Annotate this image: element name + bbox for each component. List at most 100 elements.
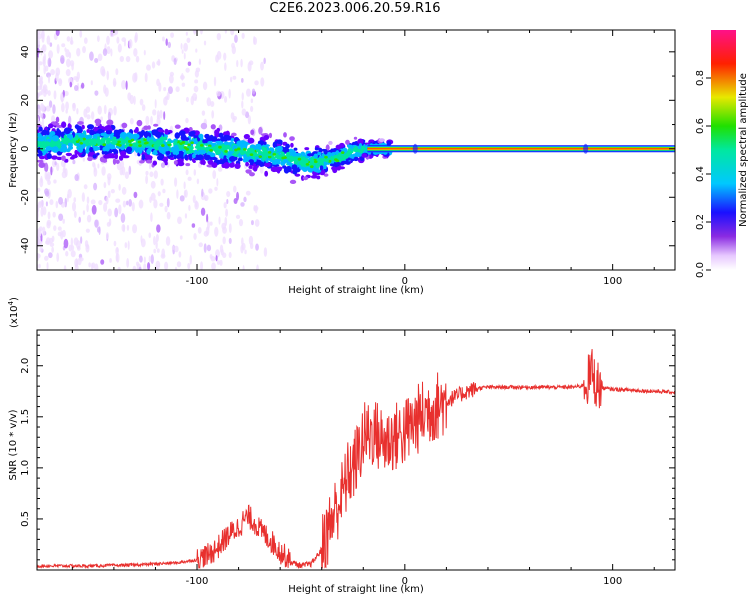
heatmap-noise-cell: [161, 248, 166, 258]
heatmap-cell: [210, 124, 216, 130]
heatmap-noise-cell: [236, 191, 240, 201]
snr-ytick-label: 0.5: [20, 511, 31, 527]
heatmap-cell: [138, 147, 143, 155]
heatmap-cell: [208, 159, 214, 165]
heatmap-peak-cell: [118, 143, 122, 147]
heatmap-noise-cell: [150, 115, 153, 126]
heatmap-peak-cell: [347, 148, 352, 152]
heatmap-cell: [86, 128, 91, 133]
heatmap-noise-cell: [247, 61, 252, 72]
heatmap-noise-cell: [97, 53, 103, 62]
heatmap-cell: [126, 146, 133, 153]
heatmap-noise-cell: [202, 81, 208, 91]
heatmap-noise-cell: [85, 228, 90, 233]
heatmap-noise-cell: [83, 184, 88, 190]
heatmap-peak-cell: [255, 153, 260, 157]
heatmap-noise-cell: [72, 159, 76, 165]
heatmap-cell: [86, 124, 95, 130]
heatmap-noise-cell: [203, 243, 207, 253]
heatmap-cell: [319, 155, 325, 159]
heatmap-noise-cell: [163, 111, 166, 121]
heatmap-ytick-label: -40: [20, 238, 31, 254]
heatmap-noise-cell: [241, 100, 244, 109]
heatmap-cell: [160, 154, 165, 159]
heatmap-cell: [319, 165, 324, 171]
heatmap-cell: [105, 144, 111, 150]
heatmap-cell: [47, 123, 54, 129]
heatmap-noise-cell: [139, 255, 143, 263]
heatmap-noise-cell: [103, 104, 107, 115]
heatmap-noise-cell: [180, 42, 183, 50]
heatmap-noise-cell: [133, 191, 138, 199]
heatmap-cell: [38, 135, 45, 142]
heatmap-noise-cell: [125, 80, 128, 90]
heatmap-noise-cell: [203, 230, 209, 237]
heatmap-cell: [255, 143, 262, 147]
heatmap-noise-cell: [149, 196, 152, 203]
heatmap-cell: [265, 158, 269, 163]
heatmap-noise-cell: [253, 205, 259, 211]
heatmap-noise-cell: [192, 195, 196, 204]
snr-multiplier-base: (x10: [9, 305, 20, 328]
heatmap-peak-cell: [226, 144, 231, 148]
heatmap-noise-cell: [44, 171, 48, 180]
heatmap-noise-cell: [75, 258, 78, 268]
heatmap-noise-cell: [62, 218, 65, 224]
heatmap-noise-cell: [98, 199, 103, 206]
heatmap-noise-cell: [132, 224, 138, 234]
heatmap-cell: [112, 132, 120, 137]
heatmap-noise-cell: [65, 101, 69, 111]
heatmap-peak-cell: [199, 143, 204, 147]
heatmap-cell: [204, 133, 210, 139]
heatmap-peak-cell: [82, 137, 86, 141]
heatmap-noise-cell: [208, 188, 213, 194]
heatmap-noise-cell: [60, 57, 65, 64]
heatmap-peak-cell: [202, 147, 207, 151]
heatmap-noise-cell: [50, 166, 53, 176]
heatmap-peak-cell: [79, 141, 84, 145]
heatmap-noise-cell: [89, 51, 94, 61]
heatmap-cell: [192, 160, 196, 163]
heatmap-cell: [192, 140, 199, 145]
heatmap-peak-cell: [218, 145, 222, 149]
heatmap-noise-cell: [90, 80, 93, 86]
heatmap-noise-cell: [181, 49, 184, 54]
heatmap-noise-cell: [214, 226, 219, 237]
heatmap-noise-cell: [155, 233, 159, 242]
heatmap-peak-cell: [354, 146, 358, 150]
heatmap-noise-cell: [47, 90, 51, 97]
heatmap-noise-cell: [150, 212, 153, 223]
heatmap-noise-cell: [106, 35, 110, 45]
heatmap-peak-cell: [153, 144, 157, 148]
heatmap-noise-cell: [86, 196, 90, 204]
heatmap-panel: -100 0 100 -40 -20 0 20 40 Height of straight l…: [8, 29, 676, 296]
heatmap-noise-cell: [185, 67, 190, 73]
heatmap-noise-cell: [229, 76, 233, 83]
heatmap-noise-cell: [181, 72, 184, 81]
heatmap-peak-cell: [305, 160, 309, 164]
heatmap-cell: [177, 161, 185, 167]
heatmap-cell: [188, 153, 193, 158]
heatmap-cell: [105, 124, 112, 129]
heatmap-noise-cell: [212, 170, 217, 180]
heatmap-noise-cell: [165, 236, 171, 246]
heatmap-noise-cell: [63, 238, 69, 249]
snr-line-group: [37, 349, 675, 570]
heatmap-noise-cell: [126, 224, 130, 231]
heatmap-noise-cell: [162, 36, 165, 42]
heatmap-noise-cell: [174, 245, 179, 253]
heatmap-noise-cell: [194, 96, 197, 102]
heatmap-noise-cell: [48, 50, 54, 59]
heatmap-peak-cell: [334, 154, 339, 158]
heatmap-cell: [193, 130, 200, 136]
heatmap-peak-cell: [267, 150, 272, 154]
heatmap-noise-cell: [166, 211, 171, 220]
heatmap-cell: [248, 148, 255, 152]
heatmap-noise-cell: [145, 170, 149, 176]
heatmap-cell: [353, 156, 359, 162]
heatmap-noise-cell: [94, 90, 99, 96]
heatmap-cell: [153, 123, 159, 127]
heatmap-noise-cell: [132, 72, 137, 83]
heatmap-cell: [264, 162, 271, 168]
heatmap-cell: [202, 139, 207, 144]
